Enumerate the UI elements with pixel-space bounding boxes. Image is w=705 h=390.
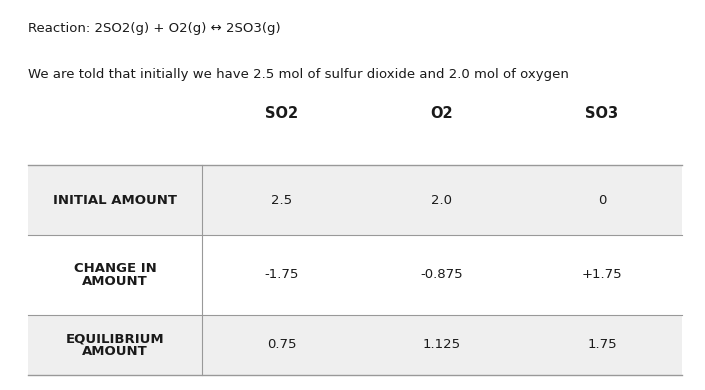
Bar <box>28 165 682 235</box>
Text: +1.75: +1.75 <box>582 268 623 282</box>
Text: O2: O2 <box>431 106 453 121</box>
Text: -0.875: -0.875 <box>421 268 463 282</box>
Text: We are told that initially we have 2.5 mol of sulfur dioxide and 2.0 mol of oxyg: We are told that initially we have 2.5 m… <box>28 68 569 81</box>
Text: 1.125: 1.125 <box>423 339 461 351</box>
Text: INITIAL AMOUNT: INITIAL AMOUNT <box>53 193 177 206</box>
Text: CHANGE IN: CHANGE IN <box>73 262 157 275</box>
Text: 2.5: 2.5 <box>271 193 293 206</box>
Text: 0.75: 0.75 <box>267 339 297 351</box>
Text: 2.0: 2.0 <box>431 193 453 206</box>
Text: 1.75: 1.75 <box>587 339 617 351</box>
Text: EQUILIBRIUM: EQUILIBRIUM <box>66 332 164 345</box>
Text: SO3: SO3 <box>585 106 618 121</box>
Bar <box>28 235 682 315</box>
Text: SO2: SO2 <box>266 106 298 121</box>
Bar <box>28 315 682 375</box>
Text: -1.75: -1.75 <box>265 268 299 282</box>
Text: AMOUNT: AMOUNT <box>82 345 148 358</box>
Text: AMOUNT: AMOUNT <box>82 275 148 288</box>
Text: 0: 0 <box>598 193 606 206</box>
Text: Reaction: 2SO2(g) + O2(g) ↔ 2SO3(g): Reaction: 2SO2(g) + O2(g) ↔ 2SO3(g) <box>28 22 281 35</box>
